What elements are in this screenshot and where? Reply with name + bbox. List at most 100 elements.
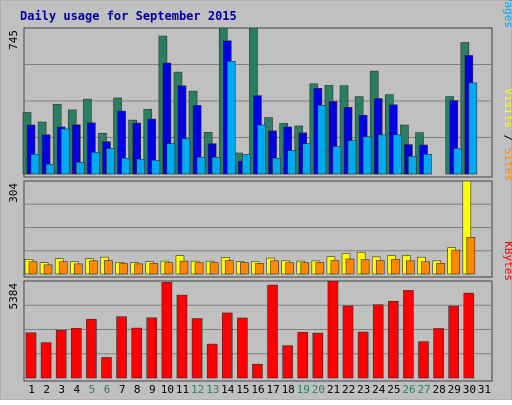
- x-tick-label: 22: [342, 383, 355, 396]
- x-tick-label: 9: [149, 383, 156, 396]
- bar-sites-27: [421, 261, 430, 275]
- bar-pages-1: [30, 154, 40, 175]
- legend-item: Pages: [502, 0, 512, 28]
- chart-title: Daily usage for September 2015: [20, 9, 237, 23]
- bar-pages-14: [226, 61, 236, 175]
- panel-legend: Visits / Sites: [502, 88, 512, 181]
- y-tick-label: 745: [7, 30, 20, 50]
- bar-sites-3: [58, 261, 68, 275]
- bar-sites-30: [466, 236, 476, 275]
- x-tick-label: 13: [206, 383, 219, 396]
- x-axis: 1 2 3 4 5 6 7 8 9 10 11 12 13 14 15 16 17 18 19 20 21 22 23 24 2…: [28, 383, 491, 396]
- bar-kbytes-9: [146, 317, 158, 379]
- bar-pages-22: [347, 140, 357, 175]
- bar-kbytes-30: [463, 292, 475, 379]
- bar-pages-19: [302, 143, 312, 175]
- x-tick-label: 15: [236, 383, 249, 396]
- bar-pages-24: [377, 134, 387, 175]
- bar-pages-9: [151, 159, 161, 175]
- x-tick-label: 3: [58, 383, 65, 396]
- bar-pages-16: [257, 124, 266, 175]
- bar-sites-1: [28, 261, 38, 275]
- bar-pages-2: [45, 163, 55, 175]
- legend-separator: /: [502, 128, 512, 148]
- x-tick-label: 1: [28, 383, 35, 396]
- bar-pages-27: [423, 154, 432, 175]
- x-tick-label: 31: [478, 383, 491, 396]
- bar-sites-29: [451, 249, 461, 275]
- panel-legend: KBytes: [502, 241, 512, 281]
- x-tick-label: 29: [448, 383, 461, 396]
- bar-kbytes-21: [327, 280, 339, 379]
- bar-pages-4: [75, 161, 85, 175]
- bar-kbytes-27: [418, 341, 429, 379]
- y-tick-label: 5384: [7, 283, 20, 310]
- bar-kbytes-26: [403, 290, 414, 379]
- bar-sites-11: [179, 260, 189, 275]
- x-tick-label: 24: [372, 383, 386, 396]
- y-tick-label: 304: [7, 183, 20, 203]
- bar-pages-21: [332, 146, 342, 175]
- bar-kbytes-10: [161, 282, 173, 379]
- bar-pages-17: [272, 158, 281, 175]
- x-tick-label: 16: [251, 383, 264, 396]
- bar-kbytes-22: [342, 305, 354, 379]
- bar-sites-15: [240, 262, 249, 275]
- bar-sites-4: [73, 263, 83, 275]
- bar-kbytes-7: [116, 316, 127, 379]
- bar-pages-12: [196, 157, 206, 175]
- bar-pages-15: [242, 154, 251, 175]
- bar-kbytes-17: [267, 284, 278, 379]
- bar-sites-13: [209, 262, 219, 275]
- bar-kbytes-13: [206, 343, 218, 379]
- legend-item: Sites: [502, 148, 512, 181]
- bar-pages-13: [211, 157, 221, 175]
- bar-sites-23: [360, 259, 370, 275]
- bar-kbytes-2: [40, 342, 52, 379]
- x-tick-label: 7: [119, 383, 126, 396]
- x-tick-label: 4: [74, 383, 81, 396]
- bar-pages-25: [393, 134, 402, 175]
- bar-kbytes-16: [252, 363, 263, 379]
- panel-sites-visits: 304 Visits / Sites: [7, 88, 512, 278]
- bar-kbytes-28: [433, 328, 444, 379]
- panel-kbytes: 5384 KBytes: [7, 241, 512, 382]
- bar-kbytes-29: [448, 305, 460, 379]
- bar-kbytes-18: [282, 345, 293, 379]
- bar-sites-19: [300, 262, 310, 275]
- x-tick-label: 14: [221, 383, 235, 396]
- x-tick-label: 23: [357, 383, 370, 396]
- bar-pages-7: [121, 158, 130, 175]
- legend-item: KBytes: [502, 241, 512, 281]
- bar-pages-10: [166, 143, 176, 175]
- bar-pages-5: [91, 152, 100, 175]
- bar-kbytes-8: [131, 327, 142, 379]
- bar-pages-8: [136, 159, 145, 175]
- bar-sites-7: [119, 263, 128, 275]
- bar-sites-9: [149, 262, 159, 275]
- bar-sites-26: [406, 260, 415, 275]
- x-tick-label: 27: [417, 383, 430, 396]
- bar-kbytes-24: [372, 304, 384, 379]
- bar-sites-22: [345, 258, 355, 275]
- x-tick-label: 8: [134, 383, 141, 396]
- x-tick-label: 28: [433, 383, 446, 396]
- bar-pages-26: [408, 156, 417, 175]
- bar-sites-12: [194, 262, 204, 275]
- x-tick-label: 20: [312, 383, 325, 396]
- bar-kbytes-25: [388, 300, 399, 379]
- bar-kbytes-5: [86, 318, 97, 379]
- x-tick-label: 19: [297, 383, 310, 396]
- bar-pages-11: [181, 138, 191, 175]
- x-tick-label: 12: [191, 383, 204, 396]
- x-tick-label: 18: [282, 383, 295, 396]
- bar-pages-6: [106, 148, 115, 175]
- panel-legend: Hits / Files / Pages: [502, 0, 512, 28]
- x-tick-label: 2: [43, 383, 50, 396]
- bar-pages-23: [362, 136, 372, 175]
- x-tick-label: 11: [176, 383, 189, 396]
- bar-kbytes-12: [191, 318, 203, 379]
- bar-kbytes-4: [70, 327, 82, 379]
